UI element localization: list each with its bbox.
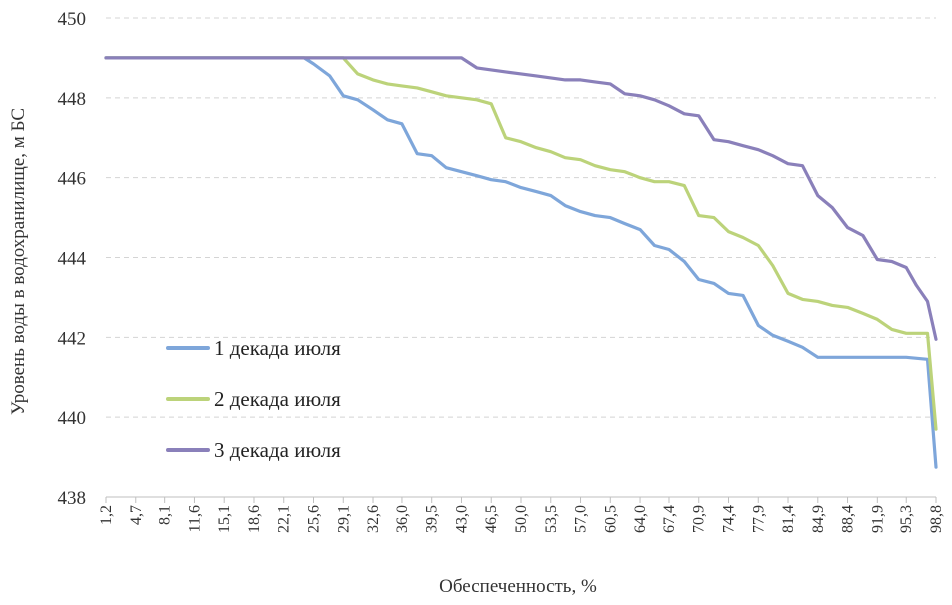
x-tick-label: 64,0 [632,505,649,533]
x-tick-label: 95,3 [898,505,915,533]
x-tick-label: 32,6 [365,505,382,533]
x-tick-label: 57,0 [573,505,590,533]
x-tick-label: 39,5 [424,505,441,533]
y-tick-label: 448 [58,89,87,110]
x-tick-label: 15,1 [216,505,233,533]
x-tick-label: 53,5 [543,505,560,533]
x-tick-label: 1,2 [98,505,115,525]
series-line-1 [104,56,938,469]
x-tick-label: 74,4 [721,505,738,533]
x-tick-label: 67,4 [661,505,678,533]
x-tick-label: 60,5 [602,505,619,533]
y-tick-label: 440 [58,408,87,429]
y-tick-label: 450 [58,9,87,30]
x-tick-label: 98,8 [928,505,945,533]
y-axis-title: Уровень воды в водохранилище, м БС [8,108,29,415]
x-tick-label: 36,0 [394,505,411,533]
x-axis-title: Обеспеченность, % [439,576,597,597]
legend-label-2: 2 декада июля [214,387,341,411]
y-axis-ticks: 438 440 442 444 446 448 450 [58,9,87,509]
x-tick-label: 18,6 [246,505,263,533]
series-line-3 [104,56,938,341]
x-tick-label: 4,7 [128,505,145,525]
x-tick-label: 11,6 [186,505,203,532]
legend-label-1: 1 декада июля [214,336,341,360]
y-tick-label: 444 [58,249,87,270]
x-tick-label: 84,9 [810,505,827,533]
legend: 1 декада июля 2 декада июля 3 декада июля [166,336,341,462]
gridlines [106,17,936,418]
x-axis-tick-marks [105,497,937,503]
x-tick-label: 81,4 [780,505,797,533]
series-line-2 [104,56,938,431]
x-tick-label: 88,4 [840,505,857,533]
x-tick-label: 50,0 [513,505,530,533]
legend-label-3: 3 декада июля [214,438,341,462]
x-tick-label: 46,5 [483,505,500,533]
x-axis-ticks: 1,2 4,7 8,1 11,6 15,1 18,6 22,1 25,6 29,1 32,6 36,… [98,505,945,533]
x-tick-label: 70,9 [691,505,708,533]
y-tick-label: 446 [58,169,87,190]
x-tick-label: 29,1 [335,505,352,533]
x-tick-label: 25,6 [306,505,323,533]
x-tick-label: 43,0 [453,505,470,533]
x-tick-label: 8,1 [157,505,174,525]
x-tick-label: 22,1 [276,505,293,533]
series-lines [104,56,938,469]
x-tick-label: 77,9 [750,505,767,533]
y-tick-label: 442 [58,328,87,349]
x-tick-label: 91,9 [869,505,886,533]
y-tick-label: 438 [58,488,87,509]
